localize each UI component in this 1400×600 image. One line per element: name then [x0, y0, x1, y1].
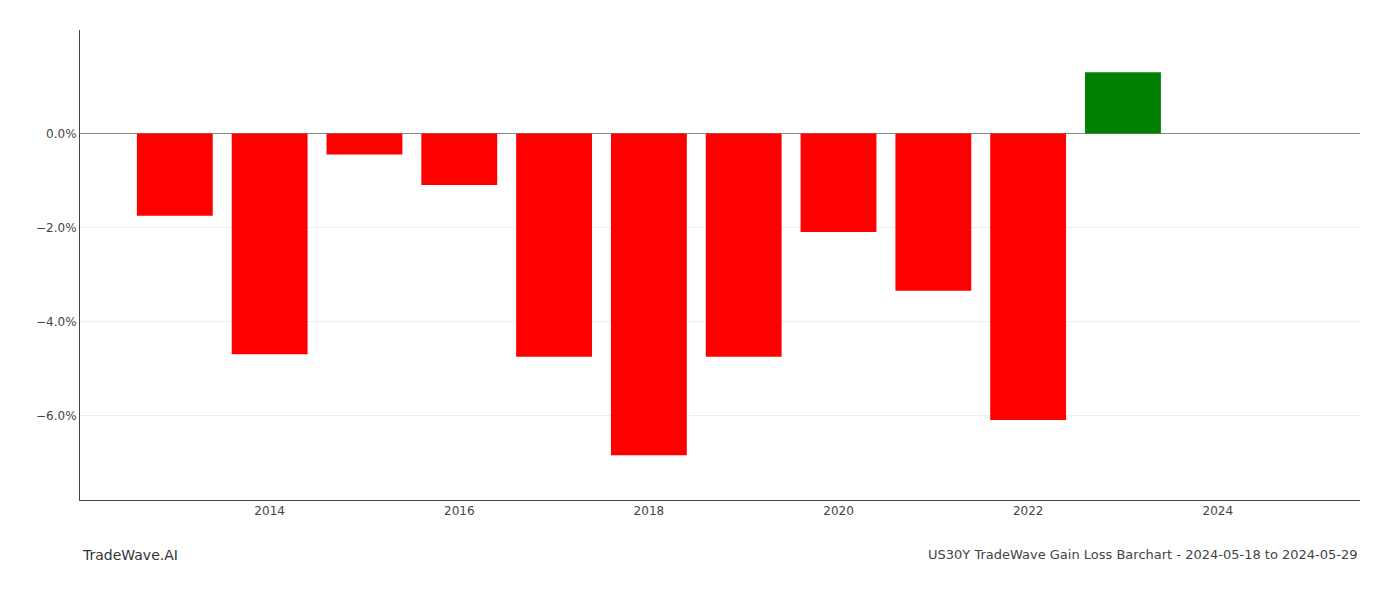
svg-text:2018: 2018 [634, 504, 665, 518]
svg-text:2022: 2022 [1013, 504, 1044, 518]
svg-text:−2.0%: −2.0% [36, 221, 77, 235]
svg-text:2016: 2016 [444, 504, 475, 518]
svg-text:−4.0%: −4.0% [36, 315, 77, 329]
svg-text:2020: 2020 [823, 504, 854, 518]
svg-text:2014: 2014 [254, 504, 285, 518]
svg-text:0.0%: 0.0% [46, 127, 77, 141]
svg-text:US30Y TradeWave Gain Loss Barc: US30Y TradeWave Gain Loss Barchart - 202… [928, 547, 1358, 562]
svg-text:−6.0%: −6.0% [36, 409, 77, 423]
svg-text:2024: 2024 [1203, 504, 1234, 518]
svg-text:TradeWave.AI: TradeWave.AI [82, 547, 178, 563]
